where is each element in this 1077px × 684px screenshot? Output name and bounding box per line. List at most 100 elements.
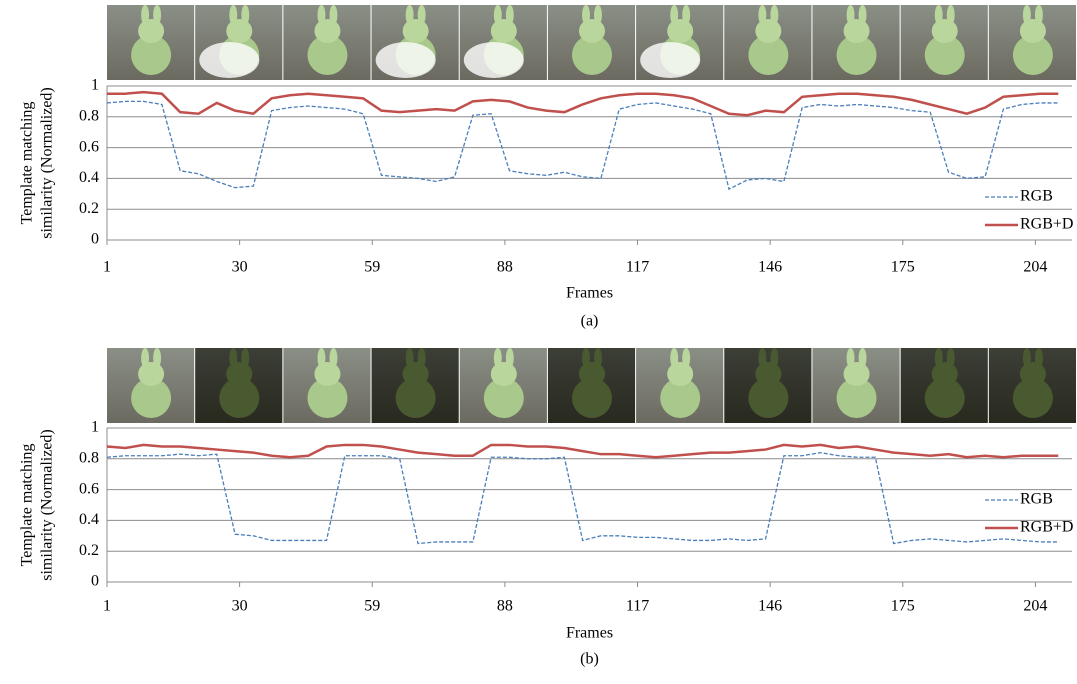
y-tick-label: 0.6 [79, 138, 99, 155]
toy-ear [1034, 5, 1043, 25]
legend-label: RGB [1020, 491, 1053, 508]
light-glare [199, 42, 260, 78]
x-tick-label: 175 [891, 259, 915, 276]
toy-ear [946, 348, 955, 368]
toy-ear [317, 348, 326, 368]
toy-body [307, 378, 348, 418]
toy-head [314, 19, 341, 43]
y-tick-label: 1 [91, 419, 99, 436]
toy-head [667, 19, 694, 43]
toy-body [483, 378, 524, 418]
toy-body [924, 35, 965, 75]
toy-ear [141, 5, 150, 25]
toy-head [931, 362, 958, 386]
toy-ear [405, 348, 414, 368]
toy-ear [770, 5, 779, 25]
toy-body [307, 35, 348, 75]
toy-body [219, 378, 260, 418]
toy-head [226, 19, 253, 43]
legend-label: RGB+D [1020, 216, 1073, 233]
y-axis-title: similarity (Normalized) [39, 429, 56, 581]
x-tick-label: 117 [626, 259, 649, 276]
x-tick-label: 146 [758, 598, 782, 615]
toy-ear [153, 348, 162, 368]
toy-body [131, 35, 172, 75]
toy-body [836, 35, 877, 75]
series-line [106, 100, 1059, 191]
toy-body [1012, 378, 1053, 418]
y-tick-label: 0.2 [79, 200, 99, 217]
x-tick-label: 1 [103, 259, 111, 276]
legend-label: RGB+D [1020, 519, 1073, 536]
toy-body [572, 378, 612, 418]
toy-ear [241, 348, 250, 368]
toy-head [226, 362, 253, 386]
series-line [107, 90, 1059, 117]
toy-ear [582, 348, 590, 368]
toy-body [748, 378, 789, 418]
toy-ear [594, 5, 602, 25]
x-axis-title: Frames [566, 285, 613, 302]
x-tick-label: 175 [891, 598, 915, 615]
toy-ear [493, 348, 502, 368]
toy-ear [329, 5, 338, 25]
toy-ear [493, 5, 502, 25]
toy-ear [758, 5, 767, 25]
toy-ear [505, 348, 514, 368]
toy-ear [758, 348, 767, 368]
toy-head [1019, 362, 1046, 386]
y-tick-label: 0.8 [79, 449, 99, 466]
x-tick-label: 204 [1023, 598, 1047, 615]
x-tick-label: 30 [232, 259, 248, 276]
toy-ear [229, 5, 238, 25]
x-tick-label: 204 [1023, 259, 1047, 276]
legend-label: RGB [1020, 188, 1053, 205]
toy-head [931, 19, 958, 43]
x-axis-title: Frames [566, 625, 613, 642]
toy-ear [1022, 5, 1031, 25]
toy-head [755, 362, 782, 386]
caption: (a) [581, 313, 599, 330]
toy-head [1019, 19, 1046, 43]
toy-ear [417, 5, 426, 25]
toy-ear [946, 5, 955, 25]
toy-ear [594, 348, 602, 368]
x-tick-label: 1 [103, 598, 111, 615]
toy-body [836, 378, 877, 418]
x-tick-label: 59 [364, 598, 380, 615]
toy-ear [141, 348, 150, 368]
toy-ear [505, 5, 514, 25]
toy-ear [329, 348, 338, 368]
toy-ear [858, 348, 867, 368]
toy-ear [405, 5, 414, 25]
toy-body [1012, 35, 1053, 75]
light-glare [640, 42, 701, 78]
toy-head [138, 362, 165, 386]
y-tick-label: 1 [91, 77, 99, 94]
toy-ear [153, 5, 162, 25]
x-tick-label: 146 [758, 259, 782, 276]
toy-head [579, 362, 605, 386]
toy-ear [1034, 348, 1043, 368]
toy-head [314, 362, 341, 386]
x-tick-label: 88 [497, 259, 513, 276]
toy-head [843, 19, 870, 43]
x-tick-label: 117 [626, 598, 649, 615]
toy-ear [846, 5, 855, 25]
toy-ear [770, 348, 779, 368]
toy-head [402, 19, 429, 43]
series-line [106, 451, 1059, 545]
y-tick-label: 0.4 [79, 169, 99, 186]
light-glare [375, 42, 436, 78]
toy-ear [682, 348, 691, 368]
toy-ear [1022, 348, 1031, 368]
toy-ear [317, 5, 326, 25]
toy-body [572, 35, 612, 75]
toy-head [402, 362, 429, 386]
light-glare [463, 42, 524, 78]
toy-head [755, 19, 782, 43]
y-axis-title: similarity (Normalized) [39, 87, 56, 239]
toy-ear [682, 5, 691, 25]
toy-ear [846, 348, 855, 368]
toy-ear [858, 5, 867, 25]
